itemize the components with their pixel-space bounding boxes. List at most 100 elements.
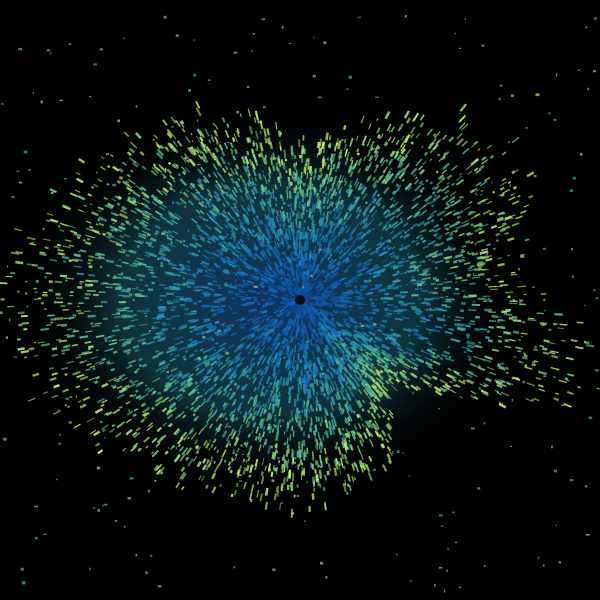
echo-speckle [162,187,169,194]
echo-speckle [37,341,45,344]
echo-speckle [442,286,452,290]
echo-speckle [107,164,111,169]
echo-speckle [436,355,444,360]
echo-speckle [446,203,449,206]
echo-speckle [434,131,441,139]
echo-speckle [325,396,329,401]
echo-speckle [354,321,359,325]
echo-speckle [374,381,383,391]
echo-speckle [358,231,364,236]
echo-speckle [316,338,319,342]
echo-speckle [223,224,229,229]
echo-speckle [455,383,461,388]
echo-speckle [395,220,404,227]
echo-speckle [340,303,347,307]
echo-speckle [232,311,238,315]
echo-speckle [275,203,278,207]
echo-speckle [259,355,263,359]
echo-speckle [107,234,115,239]
echo-speckle [422,270,429,274]
echo-speckle [517,350,522,353]
echo-speckle [60,274,68,278]
echo-speckle [329,358,335,367]
echo-speckle [374,430,379,437]
echo-speckle [179,191,183,194]
echo-speckle [213,446,217,451]
echo-speckle [141,191,150,198]
echo-speckle [252,324,261,331]
echo-speckle [355,358,360,362]
echo-speckle [271,210,275,218]
echo-speckle [251,198,255,204]
echo-speckle [321,235,325,240]
echo-speckle [409,126,416,135]
echo-speckle [270,445,273,449]
echo-speckle [368,439,374,448]
echo-speckle [505,366,509,370]
echo-speckle [254,183,257,187]
echo-speckle [447,367,452,371]
echo-speckle [308,364,312,372]
echo-speckle [167,161,172,166]
echo-speckle [353,369,357,374]
echo-speckle [268,273,274,279]
echo-speckle [215,141,220,146]
echo-speckle [444,383,451,389]
echo-speckle [57,248,64,252]
echo-speckle [219,374,227,382]
echo-speckle [206,236,211,241]
echo-speckle [306,326,310,329]
echo-speckle [387,422,393,429]
echo-speckle [260,337,268,345]
echo-speckle [245,374,250,379]
echo-speckle [283,308,290,314]
echo-speckle [123,233,131,238]
echo-speckle [474,315,481,319]
echo-speckle [137,338,146,343]
echo-speckle [162,422,168,427]
echo-speckle [245,150,250,156]
echo-speckle [366,229,373,235]
echo-speckle [193,193,201,201]
echo-speckle [489,155,494,159]
echo-speckle [338,195,342,201]
echo-speckle [514,169,519,173]
echo-speckle [418,165,423,171]
echo-speckle [166,373,174,379]
echo-speckle [370,147,374,151]
echo-speckle [348,386,352,391]
echo-speckle [443,189,450,195]
echo-speckle [349,137,354,147]
echo-speckle [105,259,115,264]
echo-speckle [154,400,163,407]
echo-speckle [152,198,161,205]
echo-speckle [203,319,211,323]
echo-speckle [316,460,319,468]
echo-speckle [499,186,505,191]
echo-speckle [289,370,292,376]
echo-speckle [327,250,332,255]
echo-speckle [240,175,245,183]
echo-speckle [145,241,152,246]
echo-speckle [201,155,209,164]
echo-speckle [161,328,166,331]
echo-speckle [194,349,198,353]
echo-speckle [70,230,78,234]
echo-speckle [182,355,186,359]
echo-speckle [151,201,158,207]
echo-speckle [352,340,358,345]
echo-speckle [73,232,82,238]
echo-speckle [202,264,208,268]
echo-speckle [245,343,252,350]
echo-speckle [316,356,322,366]
echo-speckle [342,277,347,281]
echo-speckle [337,375,343,382]
echo-speckle [381,409,387,415]
echo-speckle [391,384,398,392]
echo-speckle [288,360,292,369]
echo-speckle [458,259,466,264]
echo-speckle [329,193,334,200]
echo-speckle [192,233,197,238]
echo-speckle [269,224,275,234]
echo-speckle [208,462,212,468]
